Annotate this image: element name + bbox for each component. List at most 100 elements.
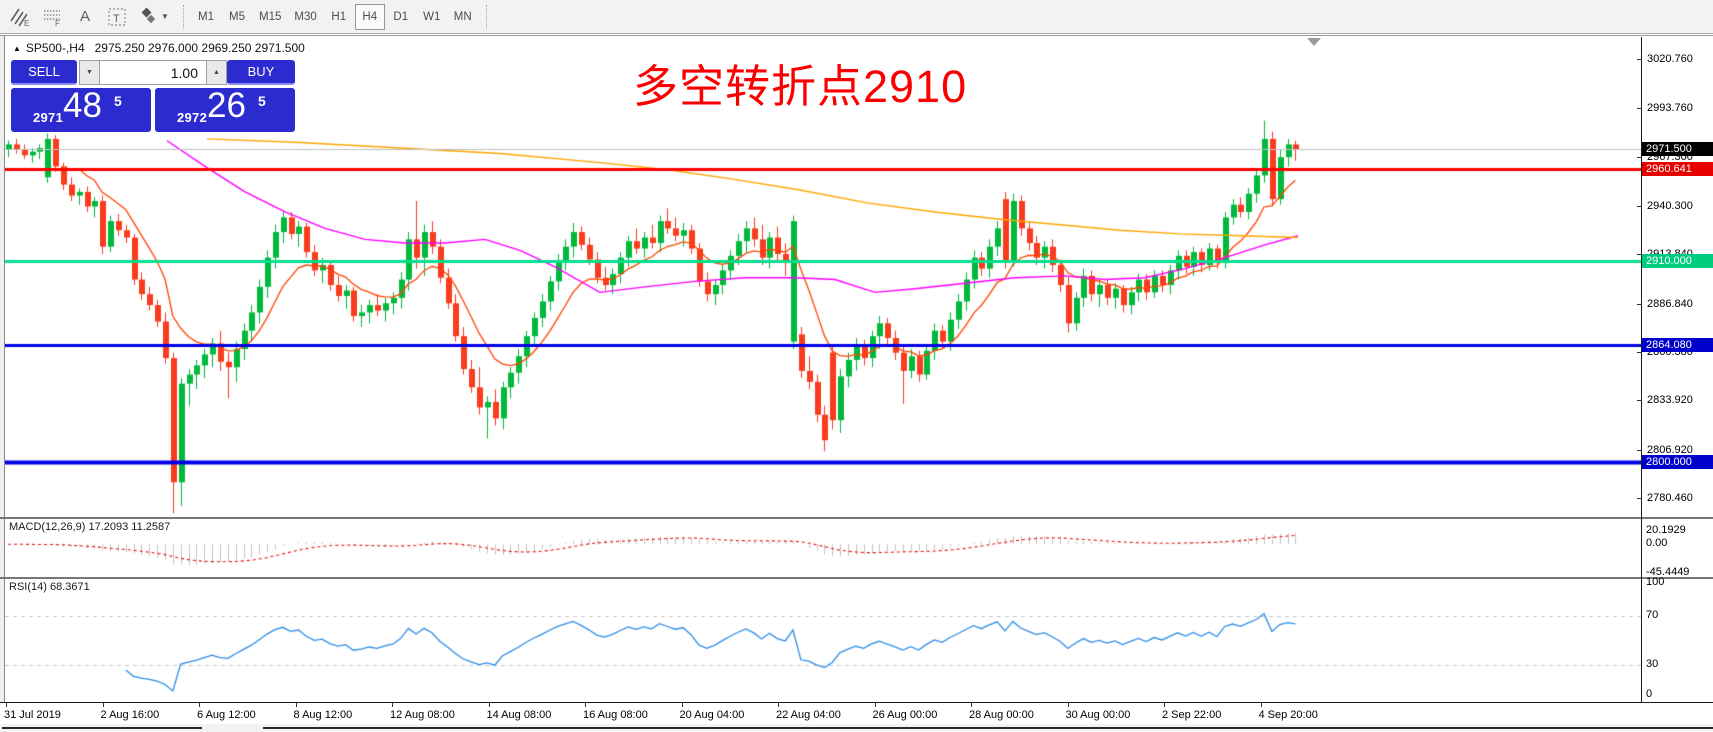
time-tick-icon: [585, 703, 586, 707]
sell-price-display[interactable]: 2971 48 5: [11, 86, 151, 132]
rsi-label: RSI(14) 68.3671: [9, 581, 90, 593]
panel-divider[interactable]: [0, 577, 1713, 579]
price-level-box: 2910.000: [1642, 254, 1713, 269]
buy-button[interactable]: BUY: [227, 60, 295, 85]
lot-increase-button[interactable]: ▲: [206, 60, 227, 85]
time-axis-label: 12 Aug 08:00: [390, 709, 455, 721]
time-axis-label: 16 Aug 08:00: [583, 709, 648, 721]
tf-button-m1[interactable]: M1: [198, 10, 214, 23]
time-axis-label: 6 Aug 12:00: [197, 709, 256, 721]
price-level-box: 2864.080: [1642, 338, 1713, 353]
price-tick-label: 3020.760: [1647, 52, 1693, 65]
time-tick-icon: [681, 703, 683, 707]
scroll-track-segment: [263, 727, 1713, 729]
tf-button-w1[interactable]: W1: [423, 10, 441, 23]
rsi-axis-label: 30: [1646, 658, 1659, 671]
time-tick-icon: [6, 703, 7, 707]
price-tick-label: 2833.920: [1647, 394, 1693, 407]
price-tick-icon: [1637, 108, 1642, 110]
buy-price-handle: 2972: [177, 110, 208, 125]
time-axis-label: 30 Aug 00:00: [1065, 709, 1131, 721]
tf-button-m5[interactable]: M5: [229, 10, 245, 23]
price-tick-label: 2780.460: [1647, 491, 1693, 504]
chart-shift-marker-icon[interactable]: [1307, 38, 1321, 46]
window-left-border: [0, 35, 5, 732]
time-tick-icon: [971, 703, 972, 707]
price-tick-label: 2993.760: [1647, 102, 1693, 115]
tf-button-m30[interactable]: M30: [294, 10, 317, 23]
rsi-axis-label: 70: [1646, 608, 1659, 621]
time-axis-label: 31 Jul 2019: [4, 709, 61, 721]
indicators-hatch-icon[interactable]: E: [6, 4, 36, 30]
price-tick-label: 2940.300: [1647, 199, 1693, 212]
chevron-down-icon: ▼: [161, 12, 169, 21]
bottom-scroll-strip[interactable]: [0, 724, 1713, 732]
symbol-header: ▲ SP500-,H4 2975.250 2976.000 2969.250 2…: [13, 41, 305, 55]
price-tick-label: 2886.840: [1647, 297, 1693, 310]
text-label-icon[interactable]: A: [79, 8, 90, 25]
macd-panel-canvas[interactable]: [5, 519, 1641, 577]
svg-text:T: T: [113, 13, 120, 25]
time-axis-label: 14 Aug 08:00: [486, 709, 552, 721]
rsi-panel-canvas[interactable]: [5, 579, 1641, 702]
buy-price-display[interactable]: 2972 26 5: [155, 86, 295, 132]
time-axis-label: 2 Sep 22:00: [1162, 709, 1222, 721]
time-tick-icon: [199, 703, 200, 707]
price-tick-icon: [1637, 156, 1642, 158]
lot-size-input[interactable]: 1.00: [100, 60, 206, 85]
time-tick-icon: [102, 703, 104, 707]
scroll-track-segment: [2, 727, 202, 729]
price-tick-icon: [1637, 254, 1642, 256]
price-tick-label: 2806.920: [1647, 443, 1693, 456]
price-tick-icon: [1637, 449, 1642, 451]
time-tick-icon: [295, 703, 297, 707]
tf-button-m15[interactable]: M15: [259, 10, 282, 23]
price-tick-icon: [1637, 58, 1642, 60]
macd-axis-label: 20.1929: [1646, 524, 1686, 537]
tf-button-d1[interactable]: D1: [393, 10, 409, 23]
one-click-trading-panel: SELL ▼ 1.00 ▲ BUY 2971 48 5 2972 26 5: [9, 60, 295, 132]
chart-top-border: [0, 35, 1713, 36]
time-tick-icon: [488, 703, 490, 707]
price-level-box: 2800.000: [1642, 455, 1713, 470]
tf-button-mn[interactable]: MN: [453, 10, 472, 23]
price-tick-icon: [1637, 497, 1642, 499]
price-tick-icon: [1637, 303, 1642, 305]
macd-axis-label: 0.00: [1646, 537, 1668, 550]
price-level-box: 2960.641: [1642, 161, 1713, 176]
price-axis-line: [1641, 37, 1642, 703]
ohlc-readout: 2975.250 2976.000 2969.250 2971.500: [94, 41, 305, 55]
svg-text:F: F: [55, 19, 60, 28]
macd-label: MACD(12,26,9) 17.2093 11.2587: [9, 521, 171, 533]
tf-button-h1[interactable]: H1: [331, 10, 347, 23]
time-axis-label: 28 Aug 00:00: [969, 709, 1034, 721]
price-level-box: 2971.500: [1642, 141, 1713, 156]
time-axis[interactable]: 31 Jul 2019 2 Aug 16:00 6 Aug 12:00 8 Aug 1…: [0, 702, 1713, 724]
arrange-objects-icon[interactable]: ▼: [134, 4, 174, 30]
sell-button[interactable]: SELL: [11, 60, 77, 85]
grid-pattern-icon[interactable]: F: [38, 4, 68, 30]
time-tick-icon: [392, 703, 393, 707]
svg-text:E: E: [24, 19, 29, 28]
lot-decrease-button[interactable]: ▼: [79, 60, 100, 85]
time-tick-icon: [1067, 703, 1069, 707]
collapse-panel-icon[interactable]: ▲: [13, 43, 21, 53]
text-box-icon[interactable]: T: [102, 4, 132, 30]
sell-price-fraction: 5: [114, 93, 122, 109]
sell-price-handle: 2971: [33, 110, 64, 125]
toolbar: E F A T ▼ M1 M5 M15 M30 H1: [0, 0, 1713, 34]
toolbar-separator: [485, 4, 487, 29]
rsi-axis-label: 0: [1646, 688, 1653, 700]
price-tick-icon: [1637, 351, 1642, 353]
time-axis-label: 8 Aug 12:00: [293, 709, 353, 721]
lot-size-spinner: ▼ 1.00 ▲: [79, 60, 227, 85]
tf-button-h4-active[interactable]: H4: [354, 3, 385, 30]
time-axis-label: 26 Aug 00:00: [872, 709, 938, 721]
panel-divider[interactable]: [0, 517, 1713, 519]
time-axis-label: 22 Aug 04:00: [776, 709, 841, 721]
sell-price-pips: 48: [63, 86, 102, 125]
price-tick-icon: [1637, 400, 1642, 402]
chart-annotation-text: 多空转折点2910: [633, 61, 968, 112]
time-tick-icon: [1260, 703, 1262, 707]
toolbar-separator: [183, 4, 184, 29]
